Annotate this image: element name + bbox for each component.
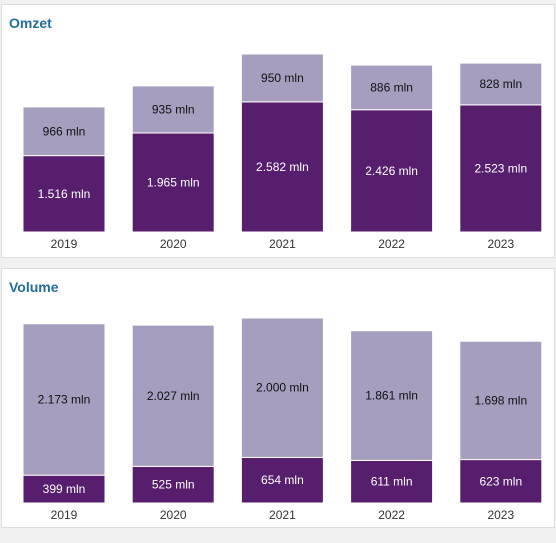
bar-segment [350, 64, 434, 111]
chart-title: Volume [9, 279, 59, 295]
x-tick-label: 2022 [378, 508, 405, 522]
bar-segment [22, 106, 106, 157]
bar-segment [240, 456, 324, 504]
bar-segment [459, 104, 543, 233]
data-label: 2.000 mln [256, 381, 309, 395]
chart-title: Omzet [9, 15, 52, 31]
x-tick-label: 2021 [269, 508, 296, 522]
bar-segment [350, 109, 434, 233]
x-tick-label: 2022 [378, 237, 405, 251]
x-tick-label: 2023 [487, 508, 514, 522]
bar-segment [350, 330, 434, 461]
bar-segment [131, 465, 215, 504]
bar-segment [22, 323, 106, 476]
x-tick-label: 2023 [487, 237, 514, 251]
bar-segment [240, 317, 324, 458]
data-label: 2.426 mln [365, 164, 418, 178]
data-label: 1.516 mln [38, 187, 91, 201]
data-label: 1.698 mln [474, 393, 527, 407]
omzet-chart: 1.516 mln 966 mln 2019 1.965 mln 935 mln 2020… [22, 53, 543, 251]
data-label: 2.582 mln [256, 160, 309, 174]
x-tick-label: 2019 [51, 237, 78, 251]
data-label: 623 mln [479, 474, 522, 488]
x-tick-label: 2020 [160, 237, 187, 251]
volume-chart: 399 mln 2.173 mln 2019 525 mln 2.027 mln 2020… [22, 317, 543, 522]
data-label: 2.027 mln [147, 389, 200, 403]
bar-segment [240, 53, 324, 103]
data-label: 611 mln [371, 475, 413, 489]
data-label: 828 mln [479, 77, 522, 91]
data-label: 1.861 mln [365, 389, 418, 403]
x-tick-label: 2019 [51, 508, 78, 522]
bar-segment [459, 62, 543, 106]
data-label: 2.173 mln [38, 392, 91, 406]
volume-chart-panel: Volume 399 mln 2.173 mln 2019 525 mln 2.027 … [1, 268, 555, 528]
bar-segment [131, 85, 215, 134]
bar-segment [459, 340, 543, 461]
data-label: 399 mln [43, 482, 86, 496]
data-label: 935 mln [152, 102, 195, 116]
bar-segment [350, 459, 434, 504]
data-label: 1.965 mln [147, 175, 200, 189]
omzet-chart-panel: Omzet 1.516 mln 966 mln 2019 1.965 mln 935 m… [1, 4, 555, 258]
bar-segment [459, 459, 543, 504]
data-label: 2.523 mln [474, 161, 527, 175]
data-label: 525 mln [152, 478, 195, 492]
bar-segment [131, 324, 215, 467]
x-tick-label: 2020 [160, 508, 187, 522]
bar-segment [131, 132, 215, 233]
x-tick-label: 2021 [269, 237, 296, 251]
data-label: 886 mln [370, 80, 413, 94]
data-label: 950 mln [261, 71, 304, 85]
data-label: 966 mln [43, 124, 86, 138]
data-label: 654 mln [261, 473, 304, 487]
bar-segment [22, 155, 106, 233]
